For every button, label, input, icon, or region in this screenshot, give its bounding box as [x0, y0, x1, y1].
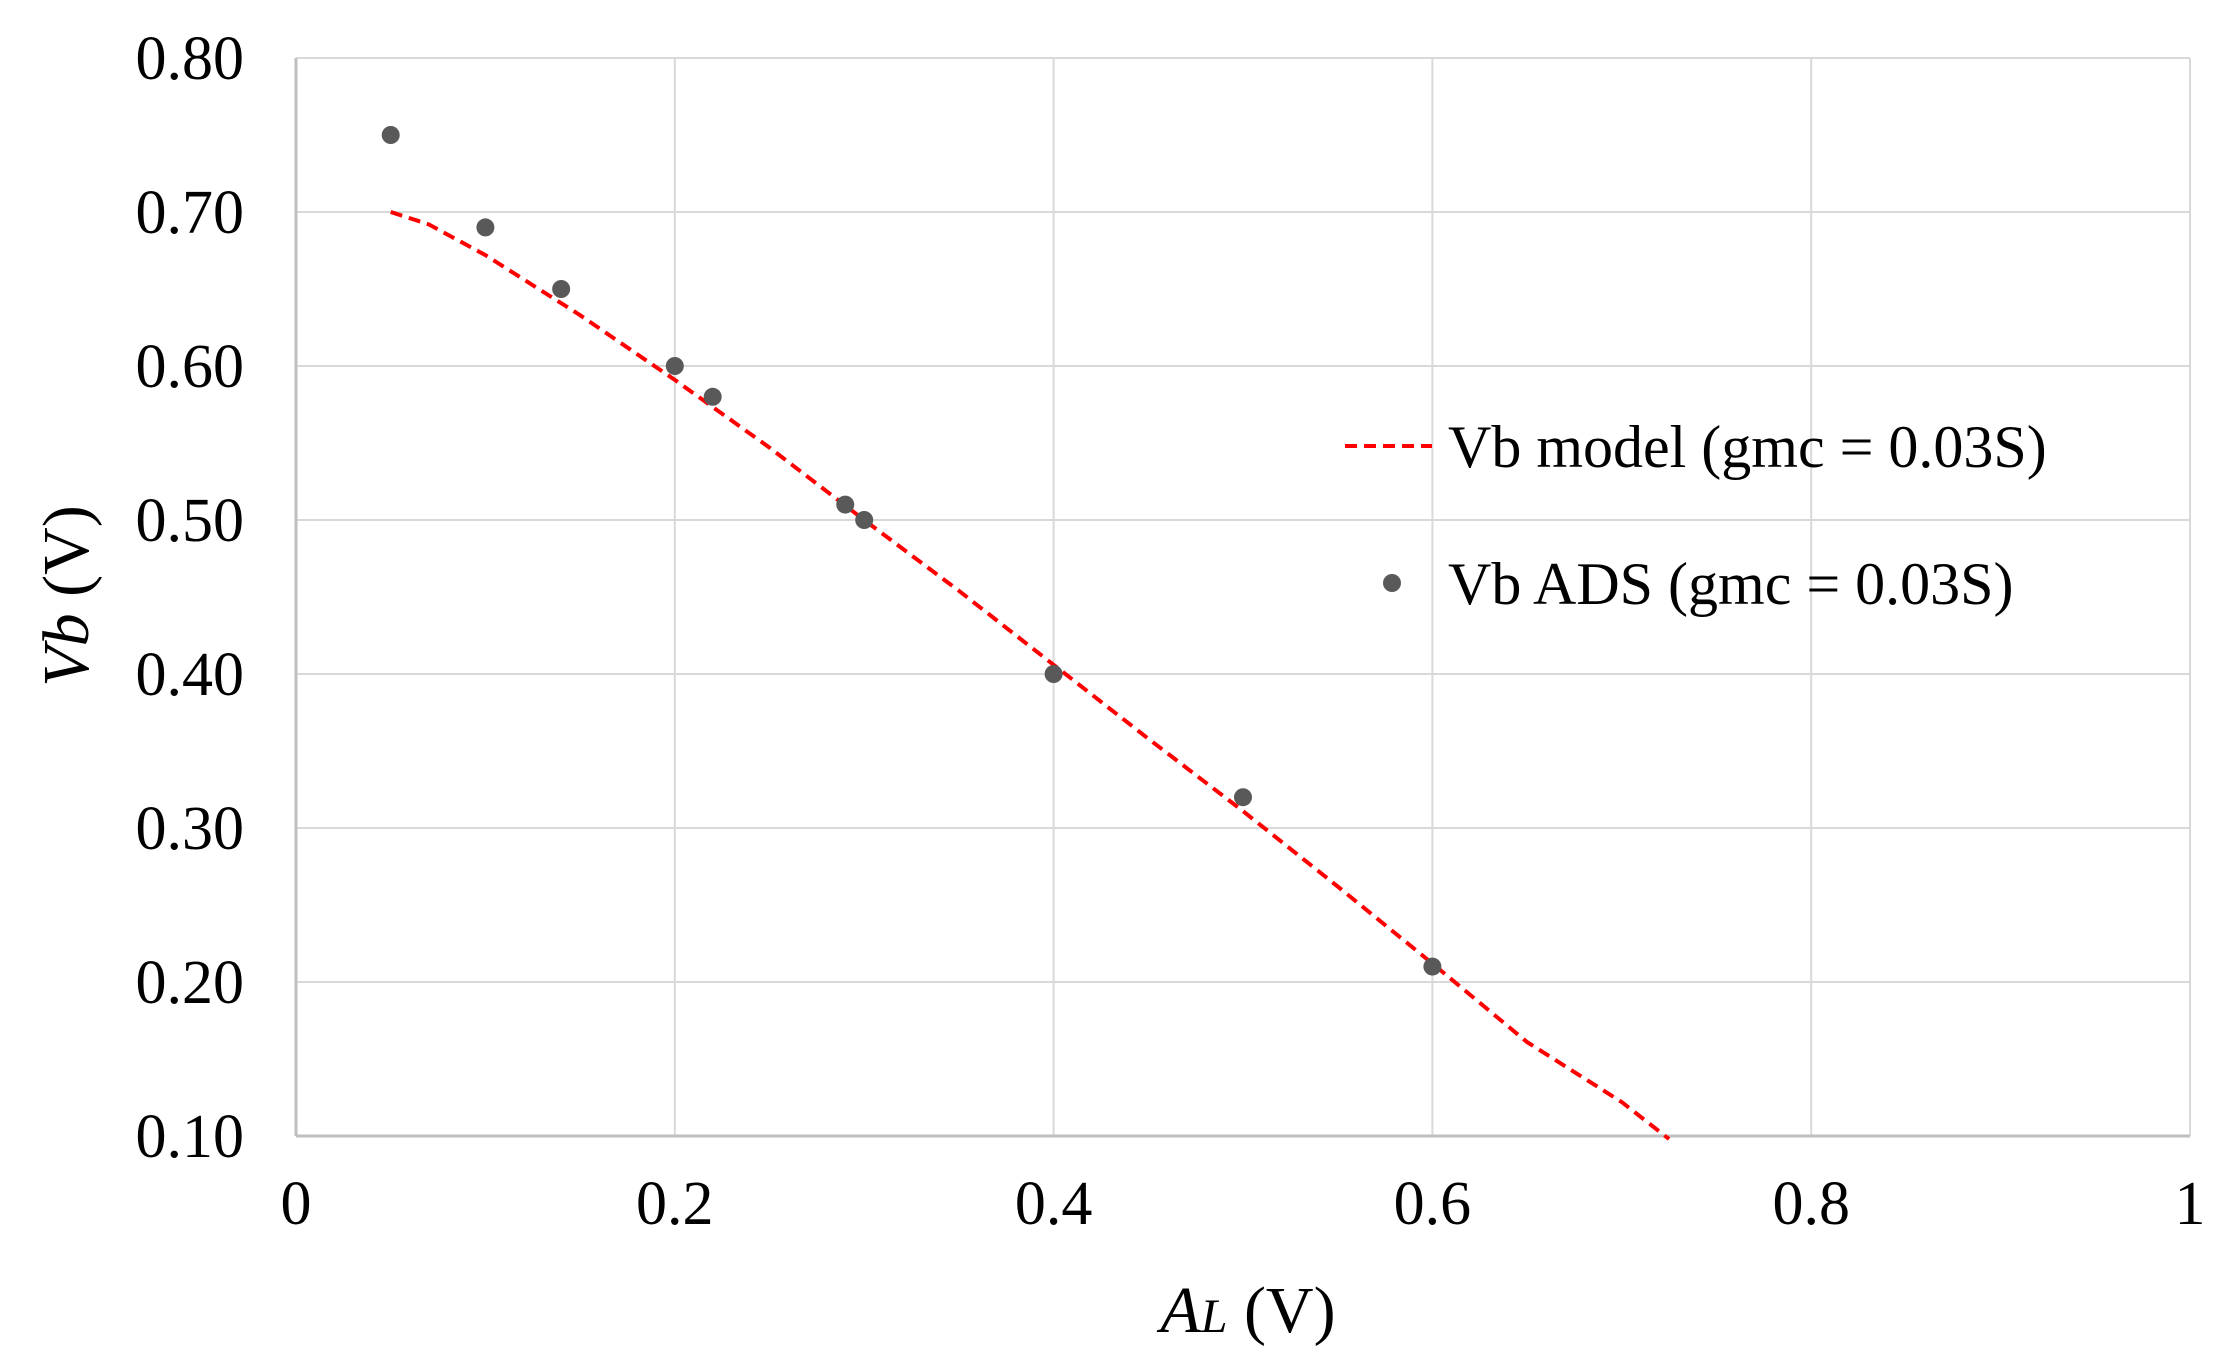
y-axis-title-var: Vb	[30, 613, 103, 686]
x-tick-label: 1	[2175, 1170, 2206, 1238]
legend-label-ads: Vb ADS (gmc = 0.03S)	[1448, 551, 2014, 617]
data-point-ads	[665, 357, 684, 375]
legend-swatch-ads	[1383, 574, 1401, 592]
y-axis-title: Vb (V)	[30, 505, 103, 686]
legend-label-model: Vb model (gmc = 0.03S)	[1448, 414, 2047, 480]
y-tick-label: 0.80	[136, 25, 245, 93]
axes	[294, 58, 2190, 1138]
series-model-line-group	[390, 210, 1671, 1141]
x-tick-label: 0.2	[636, 1170, 714, 1238]
data-point-ads	[703, 387, 722, 406]
y-tick-label: 0.60	[136, 333, 245, 401]
y-tick-label: 0.20	[136, 949, 245, 1017]
x-tick-label: 0.6	[1394, 1170, 1472, 1238]
data-point-ads	[836, 495, 855, 514]
x-axis-ticks: 0 0.2 0.4 0.6 0.8 1	[281, 1170, 2206, 1238]
y-axis-title-unit: (V)	[30, 505, 103, 613]
y-tick-label: 0.70	[136, 179, 245, 247]
data-point-ads	[1423, 957, 1442, 976]
series-model-line	[390, 210, 1671, 1141]
x-axis-title-unit: (V)	[1227, 1274, 1335, 1347]
x-axis-title-var: A	[1156, 1274, 1201, 1347]
y-tick-label: 0.50	[136, 487, 245, 555]
y-tick-label: 0.40	[136, 641, 245, 709]
data-point-ads	[381, 126, 400, 144]
x-axis-title-sub: L	[1200, 1290, 1228, 1343]
x-axis-title: AL (V)	[1156, 1274, 1335, 1347]
x-tick-label: 0	[281, 1170, 312, 1238]
y-tick-label: 0.30	[136, 795, 245, 863]
data-point-ads	[855, 511, 874, 529]
grid	[296, 57, 2191, 1136]
data-point-ads	[1044, 665, 1063, 683]
data-point-ads	[1234, 788, 1252, 807]
y-tick-label: 0.10	[136, 1103, 245, 1171]
series-ads-points-group	[381, 126, 1442, 976]
legend: Vb model (gmc = 0.03S) Vb ADS (gmc = 0.0…	[1345, 414, 2047, 617]
data-point-ads	[476, 218, 495, 237]
x-tick-label: 0.4	[1015, 1170, 1093, 1238]
x-tick-label: 0.8	[1772, 1170, 1850, 1238]
data-point-ads	[552, 280, 571, 298]
y-axis-ticks: 0.10 0.20 0.30 0.40 0.50 0.60 0.70 0.80	[136, 25, 245, 1171]
